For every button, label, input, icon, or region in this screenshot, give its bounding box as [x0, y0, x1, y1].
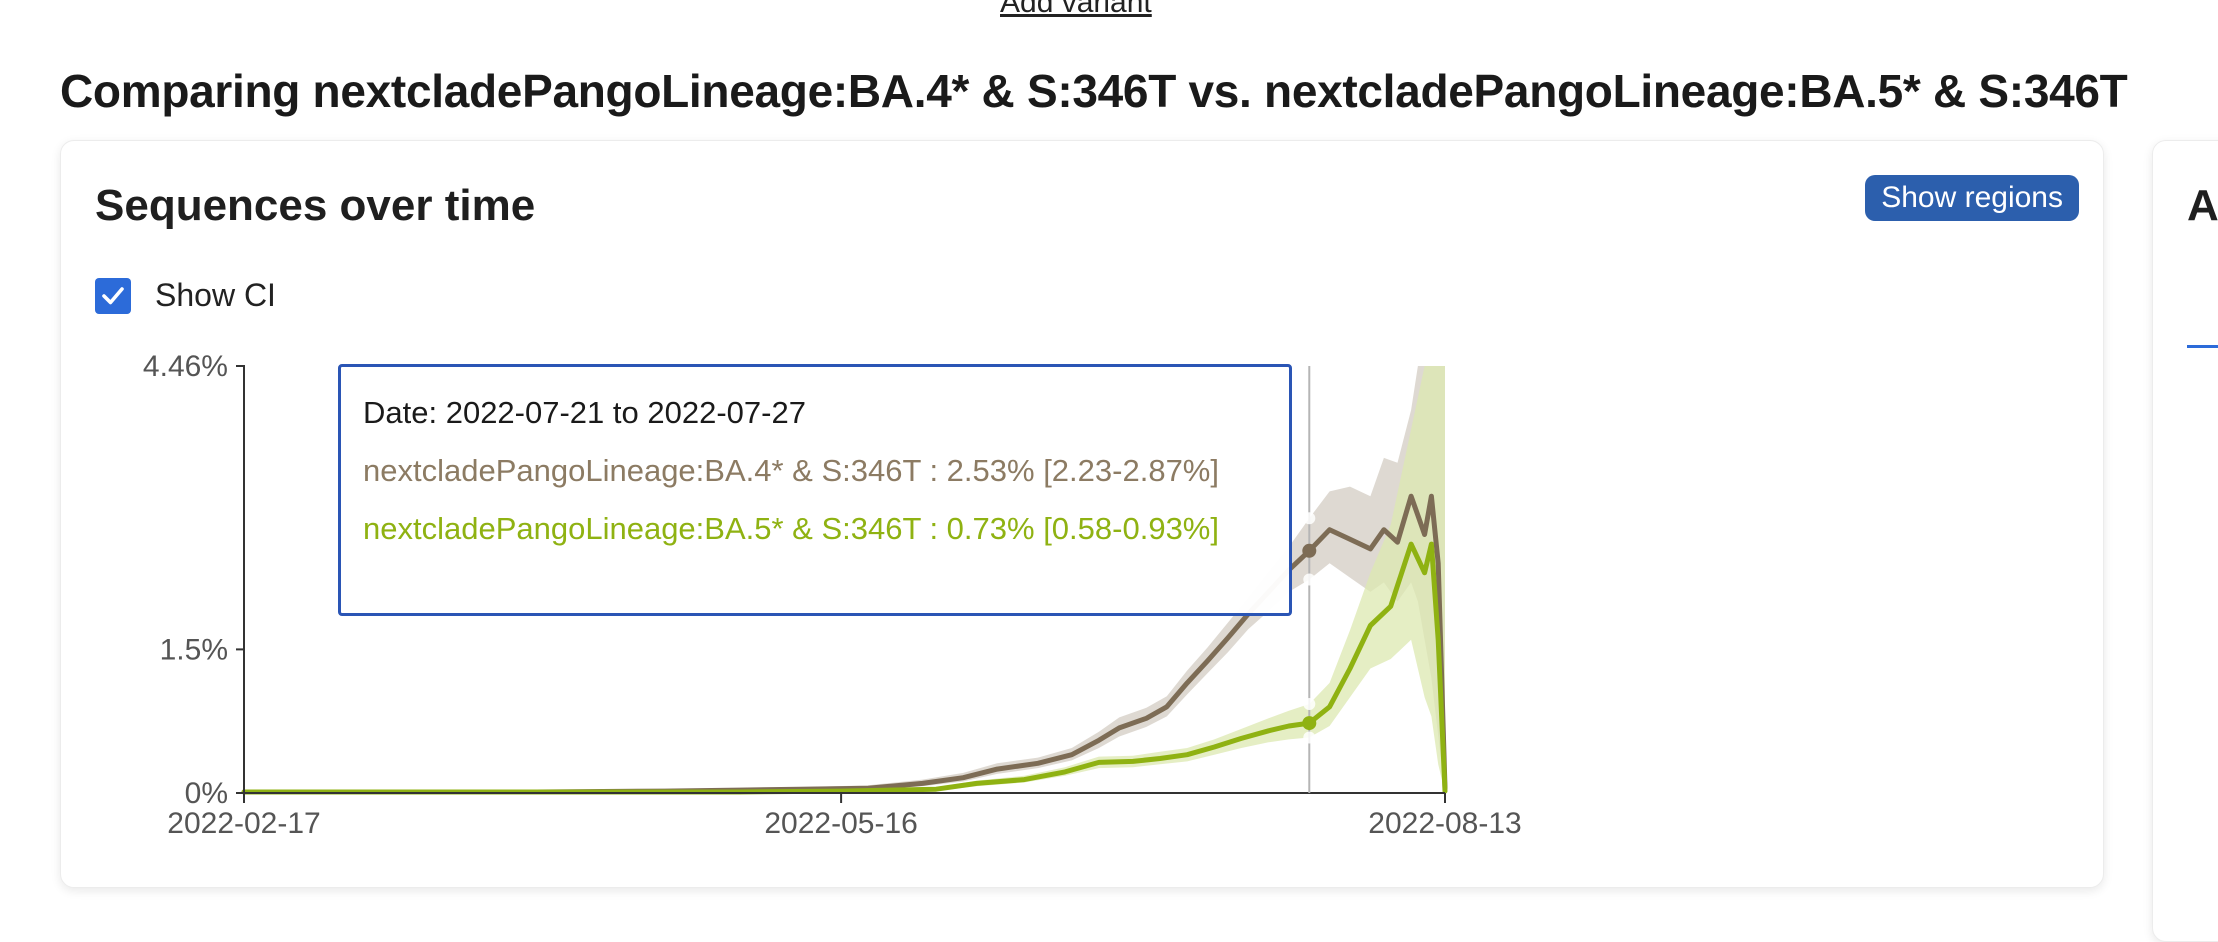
y-tick-label-2: 4.46%: [143, 350, 228, 383]
tooltip-row-ba4: nextcladePangoLineage:BA.4* & S:346T : 2…: [363, 453, 1219, 488]
hover-ci-marker-2-2: [1303, 731, 1316, 744]
hover-point-series-1: [1302, 543, 1317, 558]
show-ci-checkbox[interactable]: [95, 277, 131, 314]
side-card-tab-underline: [2187, 345, 2218, 348]
show-regions-button[interactable]: Show regions: [1865, 175, 2079, 221]
hover-ci-marker-2-3: [1303, 697, 1316, 710]
side-card: A: [2152, 140, 2218, 942]
show-ci-label: Show CI: [155, 277, 276, 313]
line-series-2: [241, 541, 1448, 795]
show-ci-toggle[interactable]: Show CI: [95, 277, 276, 314]
y-tick-label-1: 1.5%: [160, 633, 228, 666]
chart-tooltip: Date: 2022-07-21 to 2022-07-27 nextclade…: [338, 364, 1292, 616]
sequences-chart[interactable]: 0% 1.5% 4.46% 2022-02-17 2022-05-16 2022-08-1…: [0, 0, 2218, 914]
y-tick-label-0: 0%: [185, 777, 228, 810]
hover-ci-marker-1-2: [1303, 573, 1316, 586]
hover-ci-marker-1-3: [1303, 512, 1316, 525]
hover-point-series-2: [1302, 716, 1317, 731]
tooltip-date: Date: 2022-07-21 to 2022-07-27: [363, 395, 806, 430]
card-title: Sequences over time: [95, 181, 536, 230]
x-tick-label-0: 2022-02-17: [167, 807, 320, 840]
page-title: Comparing nextcladePangoLineage:BA.4* & …: [60, 65, 2128, 117]
add-variant-link[interactable]: Add variant: [1000, 0, 1152, 19]
checkmark-icon: [102, 286, 124, 304]
side-card-title: A: [2187, 181, 2218, 230]
x-tick-label-1: 2022-05-16: [764, 807, 917, 840]
tooltip-row-ba5: nextcladePangoLineage:BA.5* & S:346T : 0…: [363, 511, 1219, 546]
x-tick-label-2: 2022-08-13: [1368, 807, 1521, 840]
